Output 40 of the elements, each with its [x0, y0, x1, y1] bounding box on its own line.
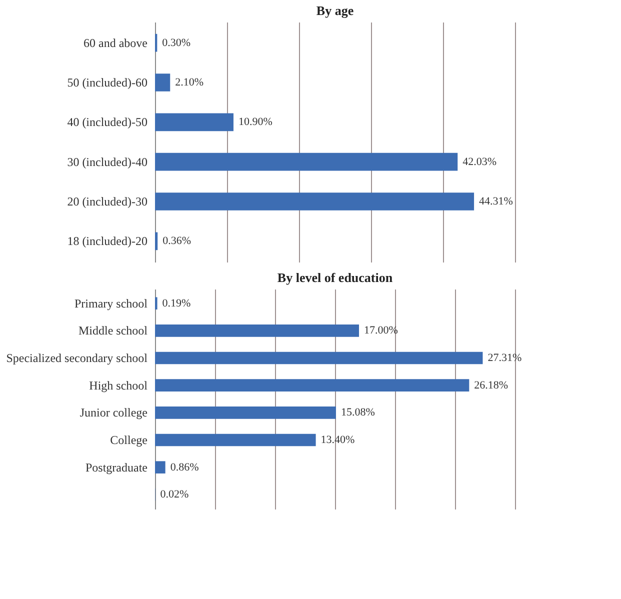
bar: [155, 379, 470, 392]
y-tick-label: Specialized secondary school: [6, 351, 148, 366]
data-label: 15.08%: [340, 406, 375, 419]
data-label: 0.19%: [162, 297, 191, 310]
data-label: 0.30%: [162, 36, 191, 49]
y-tick-label: 40 (included)-50: [67, 115, 148, 130]
bar: [155, 74, 170, 92]
chart-title: By age: [316, 3, 354, 18]
data-label: 0.36%: [162, 235, 192, 248]
chart-title: By level of education: [277, 270, 394, 285]
data-label: 13.40%: [320, 434, 355, 446]
y-tick-label: Middle school: [78, 324, 148, 338]
data-label: 0.02%: [160, 488, 189, 501]
y-tick-label: Postgraduate: [86, 460, 148, 474]
data-label: 17.00%: [364, 324, 398, 337]
bar: [155, 192, 474, 210]
y-tick-label: 50 (included)-60: [67, 75, 148, 90]
bar: [155, 461, 166, 474]
data-label: 27.31%: [488, 352, 522, 364]
bar: [155, 406, 336, 419]
y-tick-label: 20 (included)-30: [67, 194, 148, 209]
y-tick-label: College: [110, 432, 148, 447]
y-tick-label: 18 (included)-20: [67, 234, 148, 248]
bar: [155, 324, 359, 337]
bar: [155, 352, 483, 364]
bar: [155, 152, 458, 171]
bar: [155, 434, 316, 446]
data-label: 10.90%: [238, 116, 272, 128]
data-label: 42.03%: [462, 156, 497, 168]
data-label: 2.10%: [175, 76, 204, 88]
data-label: 0.86%: [170, 461, 199, 474]
bar: [155, 232, 158, 250]
y-tick-label: Primary school: [74, 296, 148, 310]
data-label: 44.31%: [479, 196, 513, 208]
y-tick-label: 60 and above: [84, 36, 148, 50]
data-label: 26.18%: [474, 379, 508, 392]
y-tick-label: Junior college: [80, 406, 148, 420]
bar: [155, 113, 234, 132]
y-tick-label: High school: [89, 378, 148, 392]
y-tick-label: 30 (included)-40: [67, 154, 148, 169]
